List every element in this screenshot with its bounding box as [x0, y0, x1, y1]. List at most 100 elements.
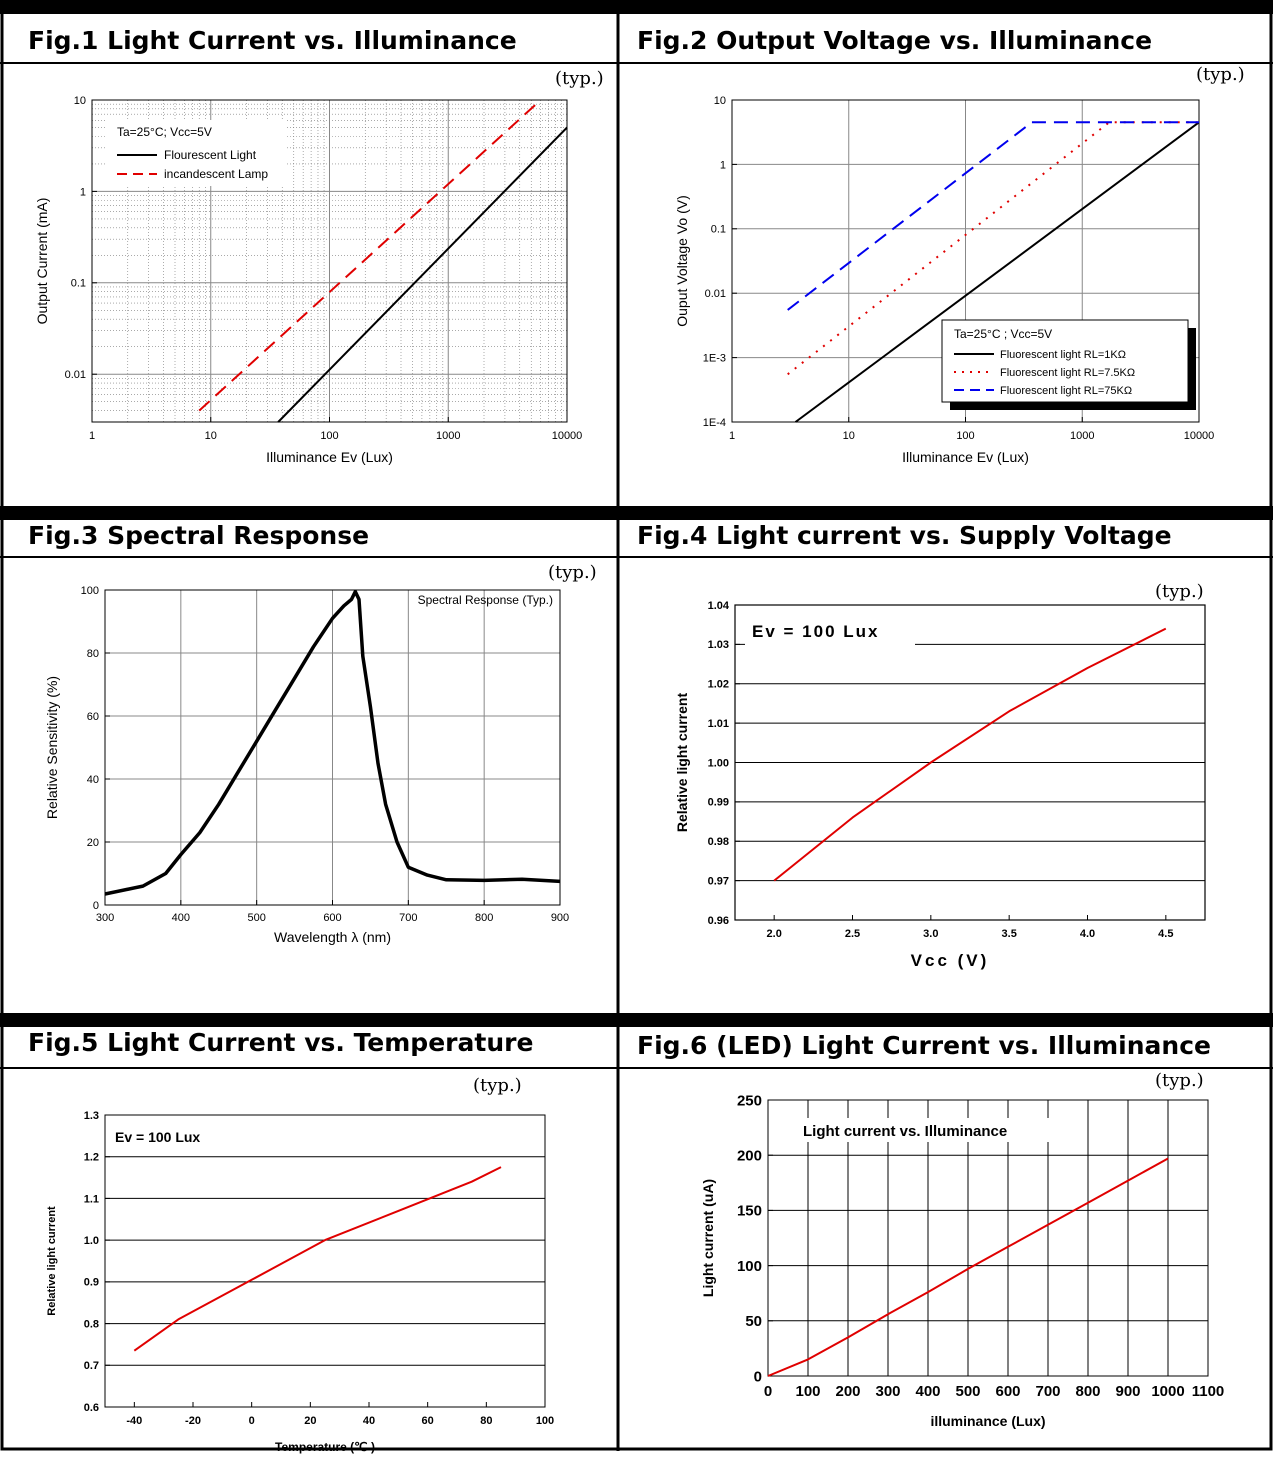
y-axis-label: Light current (uA) [700, 1179, 716, 1297]
plot-frame [104, 1114, 546, 1408]
chart-spectral-response: 300 400 500 600 700 800 900 0 20 40 60 80 100 Wavelen… [44, 585, 569, 945]
fig2-title: Fig.2 Output Voltage vs. Illuminance [637, 26, 1153, 55]
x-tick-label: -20 [185, 1415, 201, 1427]
legend-annotation: Ta=25°C ; Vcc=5V [954, 327, 1052, 341]
chart-light-current-vs-illuminance: 1 10 100 1000 10000 0.01 0.1 1 10 Illuminance Ev … [34, 95, 582, 465]
y-tick-label: 0 [754, 1368, 762, 1385]
x-axis-label: Vcc (V) [911, 951, 990, 970]
y-tick-label: 1.3 [84, 1110, 99, 1122]
x-tick-label: 1000 [1070, 430, 1094, 442]
x-axis-label: Temperature (℃ ) [275, 1440, 375, 1454]
chart-annotation: Ev = 100 Lux [752, 622, 879, 641]
y-tick-label: 1E-4 [703, 417, 726, 429]
fig6-typ-label: (typ.) [1155, 1070, 1204, 1091]
series-line-0 [767, 1157, 1169, 1377]
legend-label-1: Fluorescent light RL=7.5KΩ [1000, 367, 1135, 379]
series-line-1 [198, 99, 542, 412]
y-tick-label: 1 [80, 186, 86, 198]
y-tick-label: 1.04 [708, 600, 730, 612]
y-tick-label: 60 [87, 711, 99, 723]
x-axis-label: illuminance (Lux) [930, 1413, 1045, 1429]
fig3-typ-label: (typ.) [548, 562, 597, 583]
x-tick-label: 2.0 [767, 928, 782, 940]
x-tick-label: 100 [956, 430, 974, 442]
y-tick-label: 1 [720, 159, 726, 171]
y-tick-label: 1.2 [84, 1152, 99, 1164]
annotation-bg [110, 1123, 230, 1149]
x-tick-label: 100 [795, 1383, 820, 1400]
y-tick-label: 20 [87, 837, 99, 849]
plot-area: 300 400 500 600 700 800 900 0 20 40 60 80 100 Wavelen… [44, 585, 569, 945]
x-tick-label: 3.5 [1002, 928, 1017, 940]
y-tick-label: 0.9 [84, 1277, 99, 1289]
x-tick-label: 4.0 [1080, 928, 1095, 940]
plot-frame [767, 1099, 1209, 1377]
plot-area: 1 10 100 1000 10000 1E-4 1E-3 0.01 0.1 1 10 Illumin… [674, 95, 1214, 465]
band-1 [0, 506, 1273, 520]
fig4-typ-label: (typ.) [1155, 581, 1204, 602]
x-axis-label: Illuminance Ev (Lux) [266, 449, 393, 465]
y-axis-label: Relative light current [674, 693, 690, 833]
fig6-title: Fig.6 (LED) Light Current vs. Illuminanc… [637, 1031, 1211, 1060]
x-tick-label: 800 [1075, 1383, 1100, 1400]
x-tick-label: 2.5 [845, 928, 860, 940]
x-tick-label: 700 [399, 912, 417, 924]
annotation-bg [745, 615, 915, 645]
y-tick-label: 40 [87, 774, 99, 786]
y-tick-label: 1.1 [84, 1193, 99, 1205]
x-tick-label: 600 [995, 1383, 1020, 1400]
y-tick-label: 0.7 [84, 1360, 99, 1372]
x-axis-label: Wavelength λ (nm) [274, 929, 391, 945]
fig5-title: Fig.5 Light Current vs. Temperature [28, 1028, 534, 1057]
y-tick-label: 100 [81, 585, 99, 597]
x-tick-label: 0 [249, 1415, 255, 1427]
x-tick-label: 40 [363, 1415, 375, 1427]
x-tick-label: 200 [835, 1383, 860, 1400]
x-axis-label: Illuminance Ev (Lux) [902, 449, 1029, 465]
y-tick-label: 0.1 [711, 224, 726, 236]
y-tick-label: 10 [714, 95, 726, 107]
y-tick-label: 80 [87, 648, 99, 660]
x-tick-label: 1000 [1151, 1383, 1184, 1400]
x-tick-label: 500 [247, 912, 265, 924]
y-tick-label: 1E-3 [703, 352, 726, 364]
legend-annotation: Ta=25°C; Vcc=5V [117, 125, 212, 139]
y-axis-label: Relative light current [46, 1206, 58, 1316]
y-tick-label: 200 [737, 1147, 762, 1164]
chart-output-voltage-vs-illuminance: 1 10 100 1000 10000 1E-4 1E-3 0.01 0.1 1 10 Illumin… [674, 95, 1214, 465]
x-tick-label: 500 [955, 1383, 980, 1400]
chart-led-light-current-vs-illuminance: 0 100 200 300 400 500 600 700 800 900 1000 1100 0 50 1… [700, 1092, 1224, 1429]
series-line-0 [133, 1166, 502, 1352]
x-tick-label: 100 [320, 430, 338, 442]
y-tick-label: 0.97 [708, 875, 729, 887]
plot-area: 0 100 200 300 400 500 600 700 800 900 1000 1100 0 50 1… [700, 1092, 1224, 1429]
plot-area: 1 10 100 1000 10000 0.01 0.1 1 10 Illuminance Ev … [34, 95, 582, 465]
x-tick-label: 10000 [1184, 430, 1215, 442]
series-line-0 [277, 126, 568, 423]
x-tick-label: 300 [875, 1383, 900, 1400]
y-tick-label: 0.8 [84, 1318, 99, 1330]
y-tick-label: 1.03 [708, 639, 729, 651]
x-tick-label: 0 [764, 1383, 772, 1400]
y-axis-label: Ouput Voltage Vo (V) [674, 195, 690, 327]
x-tick-label: 3.0 [923, 928, 938, 940]
chart-light-current-vs-temperature: -40 -20 0 20 40 60 80 100 0.6 0.7 0.8 0.9 1.0 1.1 1.2 1… [46, 1110, 554, 1454]
y-tick-label: 10 [74, 95, 86, 107]
x-tick-label: 400 [172, 912, 190, 924]
y-tick-label: 50 [745, 1313, 762, 1330]
plot-area: 2.0 2.5 3.0 3.5 4.0 4.5 0.96 0.97 0.98 0.99 1.00 1.… [674, 600, 1206, 970]
fig2-typ-label: (typ.) [1196, 64, 1245, 85]
y-tick-label: 0.99 [708, 797, 729, 809]
x-tick-label: 1 [729, 430, 735, 442]
x-tick-label: 20 [304, 1415, 316, 1427]
x-tick-label: 1100 [1192, 1383, 1225, 1400]
y-tick-label: 1.02 [708, 679, 729, 691]
y-axis-label: Relative Sensitivity (%) [44, 676, 60, 819]
x-tick-label: -40 [126, 1415, 142, 1427]
fig1-typ-label: (typ.) [555, 68, 604, 89]
y-tick-label: 0.01 [705, 288, 726, 300]
fig4-title: Fig.4 Light current vs. Supply Voltage [637, 521, 1172, 550]
y-tick-label: 150 [737, 1203, 762, 1220]
x-tick-label: 700 [1035, 1383, 1060, 1400]
